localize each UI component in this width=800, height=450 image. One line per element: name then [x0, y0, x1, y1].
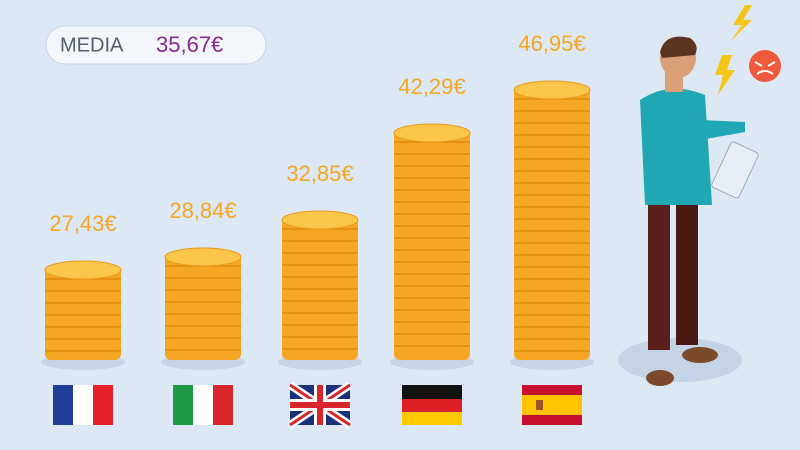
- flag: [173, 385, 233, 425]
- flag: [287, 381, 353, 429]
- value-label: 42,29€: [398, 74, 465, 99]
- coin-top: [164, 247, 242, 267]
- flag-stripe: [522, 395, 582, 415]
- coin-stack: [45, 265, 121, 360]
- value-label: 46,95€: [518, 31, 585, 56]
- flag-stripe: [173, 385, 193, 425]
- coin-stack: [514, 85, 590, 360]
- value-label: 28,84€: [169, 198, 236, 223]
- coin-stack: [282, 215, 358, 360]
- flag-stripe: [193, 385, 213, 425]
- flag-stripe: [402, 399, 462, 412]
- flag-cross: [290, 402, 350, 408]
- flag-emblem: [536, 400, 543, 410]
- flag: [402, 385, 462, 425]
- average-value: 35,67€: [156, 32, 223, 57]
- flag-stripe: [522, 385, 582, 395]
- average-pill: [45, 25, 267, 65]
- flag-stripe: [402, 385, 462, 399]
- flag-stripe: [213, 385, 233, 425]
- coin-stack: [165, 251, 241, 360]
- flag-stripe: [93, 385, 113, 425]
- flag-stripe: [522, 415, 582, 425]
- person-illustration: [618, 5, 781, 386]
- coin-top: [44, 260, 122, 280]
- coin-stack: [394, 127, 470, 360]
- average-label: MEDIA: [60, 34, 124, 56]
- flag: [53, 385, 113, 425]
- flag-stripe: [73, 385, 93, 425]
- flag-stripe: [402, 412, 462, 425]
- coin-top: [281, 210, 359, 230]
- flag: [522, 385, 582, 425]
- value-label: 27,43€: [49, 211, 116, 236]
- coin-top: [513, 80, 591, 100]
- coin-top: [393, 123, 471, 143]
- value-label: 32,85€: [286, 161, 353, 186]
- flag-stripe: [53, 385, 73, 425]
